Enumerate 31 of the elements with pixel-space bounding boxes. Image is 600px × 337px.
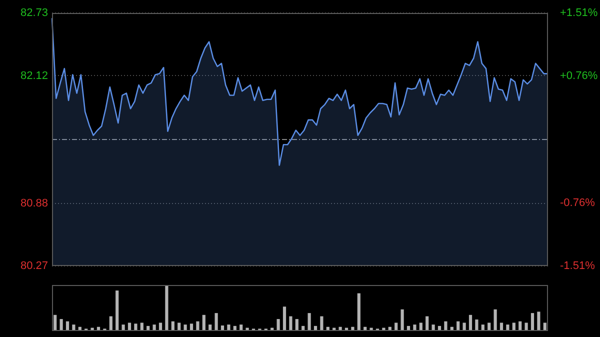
y2-tick-label: -1.51%: [560, 260, 596, 272]
bar: [475, 320, 478, 331]
bar: [196, 321, 200, 331]
bar: [320, 316, 324, 331]
bar: [116, 290, 119, 331]
y-tick-label: 82.73: [20, 7, 48, 20]
bar: [134, 324, 138, 331]
bar: [214, 313, 218, 331]
y-tick-label: 82.12: [20, 70, 48, 82]
bar: [202, 314, 206, 331]
bar: [494, 309, 497, 331]
bar: [165, 285, 168, 331]
bar: [357, 293, 360, 331]
bar: [72, 324, 76, 331]
bar: [400, 309, 404, 331]
y-tick-label: 80.27: [20, 260, 48, 272]
bar: [444, 321, 448, 331]
bar: [54, 314, 57, 331]
bar: [537, 312, 540, 331]
bar: [308, 313, 311, 331]
y-tick-label: 80.88: [20, 197, 48, 210]
bar: [289, 316, 292, 331]
bar: [282, 306, 286, 331]
bar: [530, 313, 534, 331]
bar: [468, 314, 472, 331]
bar: [413, 324, 416, 331]
bar: [227, 324, 230, 331]
y2-tick-label: +0.76%: [560, 70, 598, 82]
y2-tick-label: -0.76%: [560, 197, 596, 210]
y2-tick-label: +1.51%: [560, 7, 598, 20]
bar: [506, 324, 510, 331]
